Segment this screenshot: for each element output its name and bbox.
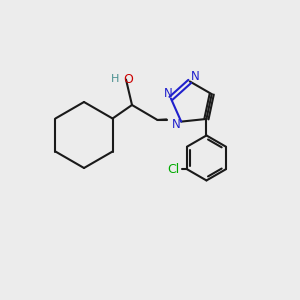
Text: N: N	[191, 70, 200, 83]
Text: Cl: Cl	[167, 163, 180, 176]
Text: N: N	[171, 118, 180, 130]
Text: H: H	[111, 74, 120, 85]
Text: N: N	[164, 86, 173, 100]
Text: O: O	[124, 73, 133, 86]
